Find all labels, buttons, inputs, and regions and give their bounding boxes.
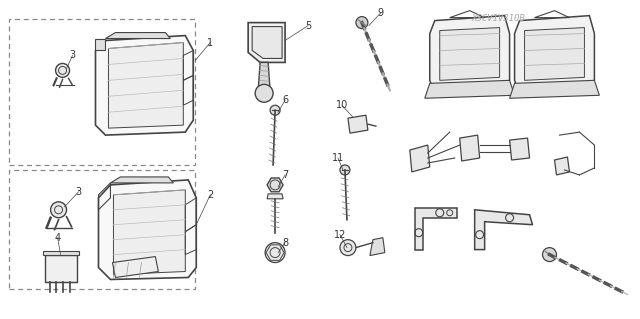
Text: 2: 2 <box>207 190 213 200</box>
Polygon shape <box>430 16 509 93</box>
Circle shape <box>340 240 356 256</box>
Bar <box>9 170 195 289</box>
Polygon shape <box>95 35 193 135</box>
Polygon shape <box>267 194 283 199</box>
Polygon shape <box>252 26 282 58</box>
Polygon shape <box>410 145 430 172</box>
Text: 10: 10 <box>336 100 348 110</box>
Bar <box>9 19 195 165</box>
Circle shape <box>265 243 285 263</box>
Text: 1: 1 <box>207 38 213 48</box>
Polygon shape <box>525 27 584 80</box>
Polygon shape <box>258 63 270 90</box>
Text: 12: 12 <box>334 230 346 240</box>
Text: XSCV1V310B: XSCV1V310B <box>472 14 525 23</box>
Polygon shape <box>108 42 183 128</box>
Polygon shape <box>267 178 283 192</box>
Polygon shape <box>43 251 79 255</box>
Polygon shape <box>113 190 186 274</box>
Text: 5: 5 <box>305 21 311 31</box>
Polygon shape <box>111 177 173 183</box>
Text: 9: 9 <box>378 8 384 18</box>
Circle shape <box>543 248 557 262</box>
Polygon shape <box>113 256 158 278</box>
Circle shape <box>356 17 368 29</box>
Text: 3: 3 <box>76 187 81 197</box>
Polygon shape <box>415 208 457 249</box>
Polygon shape <box>515 16 595 93</box>
Polygon shape <box>440 27 500 80</box>
Polygon shape <box>248 23 285 63</box>
Polygon shape <box>425 80 515 98</box>
Polygon shape <box>475 210 532 249</box>
Polygon shape <box>509 80 600 98</box>
Polygon shape <box>99 180 196 279</box>
Text: 6: 6 <box>282 95 288 105</box>
Text: 4: 4 <box>54 233 61 243</box>
Circle shape <box>255 84 273 102</box>
Circle shape <box>340 165 350 175</box>
Text: 8: 8 <box>282 238 288 248</box>
Polygon shape <box>460 135 479 161</box>
Polygon shape <box>370 238 385 256</box>
Polygon shape <box>95 39 106 50</box>
Text: 3: 3 <box>70 50 76 61</box>
Circle shape <box>51 202 67 218</box>
Polygon shape <box>348 115 368 133</box>
Polygon shape <box>106 33 170 39</box>
Text: 11: 11 <box>332 153 344 163</box>
Circle shape <box>56 63 70 78</box>
Polygon shape <box>509 138 529 160</box>
Polygon shape <box>554 157 570 175</box>
Circle shape <box>270 105 280 115</box>
Polygon shape <box>45 255 77 282</box>
Text: 7: 7 <box>282 170 288 180</box>
